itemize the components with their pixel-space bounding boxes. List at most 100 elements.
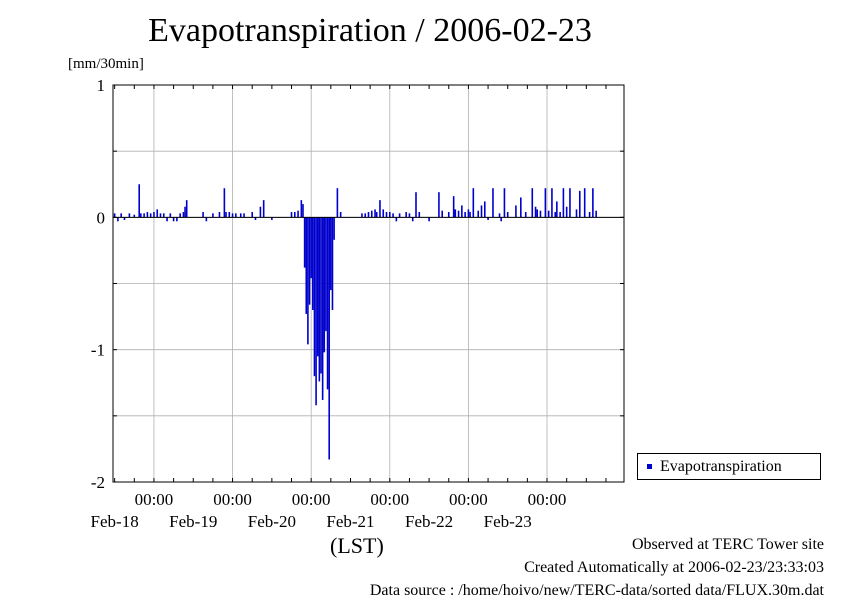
- bar: [457, 210, 460, 218]
- x-tick-time-label: 00:00: [370, 490, 409, 509]
- y-tick-label: 1: [97, 76, 106, 95]
- bar: [487, 217, 489, 220]
- bar: [146, 212, 149, 218]
- x-tick-time-label: 00:00: [213, 490, 252, 509]
- bar: [382, 209, 385, 218]
- bar: [578, 190, 581, 218]
- bar: [117, 217, 119, 222]
- bar: [228, 212, 231, 218]
- bar: [477, 210, 480, 218]
- bar: [592, 188, 594, 218]
- bar: [374, 209, 376, 218]
- bar: [534, 206, 537, 218]
- bar: [524, 212, 527, 218]
- bar: [500, 217, 502, 222]
- x-tick-time-label: 00:00: [135, 490, 174, 509]
- bar: [379, 200, 381, 218]
- bar: [554, 212, 557, 218]
- bar: [330, 217, 332, 291]
- bar: [318, 217, 321, 382]
- bar: [235, 213, 237, 218]
- bar: [182, 212, 185, 218]
- bar: [418, 212, 421, 218]
- legend-label: Evapotranspiration: [660, 457, 782, 475]
- bar: [225, 212, 227, 218]
- bar: [339, 212, 342, 218]
- bar: [544, 188, 547, 218]
- bar: [156, 209, 159, 218]
- bar: [313, 217, 316, 377]
- bar: [128, 213, 131, 218]
- bar: [251, 212, 254, 218]
- legend: Evapotranspiration: [637, 453, 821, 480]
- bar: [336, 188, 339, 218]
- bar: [531, 188, 534, 218]
- bar: [162, 213, 165, 218]
- bar: [364, 213, 367, 218]
- chart-title: Evapotranspiration / 2006-02-23: [148, 12, 592, 49]
- x-tick-time-label: 00:00: [528, 490, 567, 509]
- bar: [290, 212, 293, 218]
- bar: [293, 212, 296, 218]
- created-note: Created Automatically at 2006-02-23/23:3…: [524, 559, 824, 576]
- bar: [405, 212, 407, 218]
- bar: [361, 213, 363, 218]
- bar: [461, 205, 463, 218]
- bar: [243, 213, 245, 218]
- bar: [583, 188, 586, 218]
- bar: [569, 188, 571, 218]
- bar: [539, 210, 542, 218]
- bar: [498, 213, 501, 218]
- bar: [388, 212, 391, 218]
- bar: [331, 217, 334, 310]
- x-tick-time-label: 00:00: [292, 490, 331, 509]
- bar: [271, 217, 273, 220]
- bar: [297, 210, 299, 218]
- x-tick-date-label: Feb-23: [484, 512, 532, 531]
- y-axis-unit-label: [mm/30min]: [68, 56, 144, 72]
- bar: [464, 212, 466, 218]
- bar: [315, 217, 317, 406]
- bar: [575, 209, 578, 218]
- bar: [370, 210, 373, 218]
- plot-frame: [112, 84, 625, 483]
- bar: [262, 200, 265, 218]
- bar: [325, 217, 327, 332]
- bar: [536, 209, 538, 218]
- bar: [556, 201, 558, 218]
- bar: [169, 213, 172, 218]
- bar: [140, 213, 142, 218]
- x-tick-labels: 00:00 Feb-18 00:00 Feb-19 00:00 Feb-20 00:00 Fe…: [91, 490, 567, 531]
- bar: [259, 206, 262, 218]
- bar: [300, 200, 303, 218]
- bar: [467, 209, 470, 218]
- bar: [172, 217, 175, 222]
- bar-series: [113, 184, 597, 460]
- x-tick-date-label: Feb-22: [405, 512, 453, 531]
- bar: [375, 212, 378, 218]
- bar: [133, 214, 136, 218]
- bar: [149, 213, 152, 218]
- bar: [305, 217, 308, 314]
- bar: [316, 217, 319, 357]
- bar: [185, 200, 188, 218]
- bar: [143, 213, 145, 218]
- bar: [515, 205, 517, 218]
- bar: [302, 204, 304, 218]
- bar: [321, 217, 324, 400]
- bar: [320, 217, 322, 374]
- bar: [492, 188, 494, 218]
- bar: [184, 206, 186, 218]
- bar: [239, 213, 242, 218]
- y-tick-labels: 1 0 -1 -2: [91, 76, 105, 492]
- legend-swatch: [647, 464, 652, 469]
- bar: [218, 212, 221, 218]
- x-tick-date-label: Feb-20: [248, 512, 296, 531]
- bar: [138, 184, 141, 218]
- data-source-note: Data source : /home/hoivo/new/TERC-data/…: [369, 582, 824, 599]
- bar: [520, 197, 522, 218]
- bar: [565, 206, 568, 218]
- bar: [415, 192, 417, 218]
- bar: [438, 192, 440, 218]
- bar: [303, 217, 306, 268]
